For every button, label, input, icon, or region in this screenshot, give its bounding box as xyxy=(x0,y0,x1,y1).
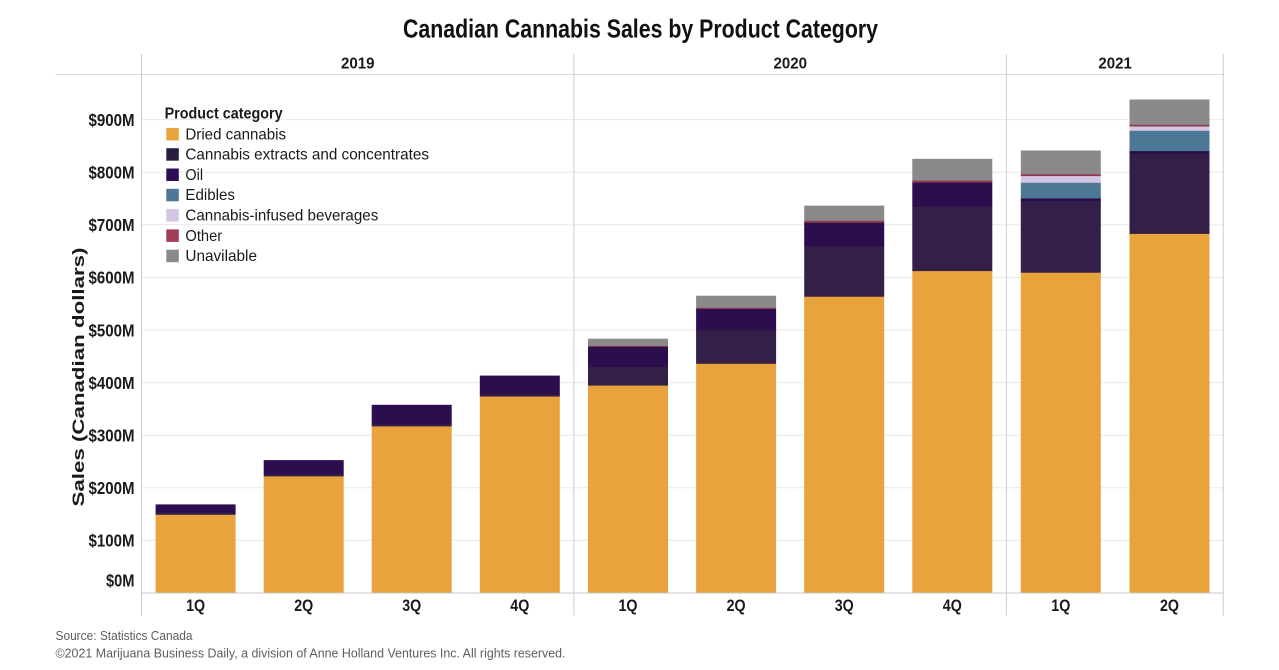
svg-text:3Q: 3Q xyxy=(835,596,854,615)
svg-text:$700M: $700M xyxy=(89,215,135,235)
svg-text:©2021 Marijuana Business Daily: ©2021 Marijuana Business Daily, a divisi… xyxy=(56,647,566,661)
svg-text:$500M: $500M xyxy=(89,320,135,340)
svg-text:$800M: $800M xyxy=(89,163,135,183)
svg-text:1Q: 1Q xyxy=(619,596,638,615)
svg-text:$900M: $900M xyxy=(89,110,135,130)
svg-text:2Q: 2Q xyxy=(1160,596,1179,615)
svg-text:Oil: Oil xyxy=(185,167,203,184)
svg-text:1Q: 1Q xyxy=(1051,596,1070,615)
svg-text:$300M: $300M xyxy=(89,426,135,446)
svg-text:$0M: $0M xyxy=(106,571,135,591)
svg-text:2Q: 2Q xyxy=(294,596,313,615)
svg-text:2019: 2019 xyxy=(341,56,375,73)
svg-text:Canadian Cannabis Sales by Pro: Canadian Cannabis Sales by Product Categ… xyxy=(403,14,878,44)
svg-text:Source: Statistics Canada: Source: Statistics Canada xyxy=(56,629,193,643)
svg-text:3Q: 3Q xyxy=(402,596,421,615)
svg-text:4Q: 4Q xyxy=(943,596,962,615)
svg-text:Product category: Product category xyxy=(165,105,283,122)
svg-text:1Q: 1Q xyxy=(186,596,205,615)
svg-text:Cannabis-infused beverages: Cannabis-infused beverages xyxy=(185,208,378,225)
svg-text:4Q: 4Q xyxy=(510,596,529,615)
svg-text:Unavilable: Unavilable xyxy=(185,248,257,265)
svg-text:$600M: $600M xyxy=(89,268,135,288)
svg-text:2020: 2020 xyxy=(773,56,807,73)
svg-text:$100M: $100M xyxy=(89,531,135,551)
svg-text:Edibles: Edibles xyxy=(185,187,235,204)
svg-text:Dried cannabis: Dried cannabis xyxy=(185,126,286,143)
svg-text:$200M: $200M xyxy=(89,478,135,498)
svg-text:$400M: $400M xyxy=(89,373,135,393)
svg-text:Cannabis extracts and concentr: Cannabis extracts and concentrates xyxy=(185,147,429,164)
svg-text:Other: Other xyxy=(185,228,222,245)
svg-text:Sales (Canadian dollars): Sales (Canadian dollars) xyxy=(69,248,88,507)
svg-text:2021: 2021 xyxy=(1098,56,1132,73)
svg-text:2Q: 2Q xyxy=(727,596,746,615)
